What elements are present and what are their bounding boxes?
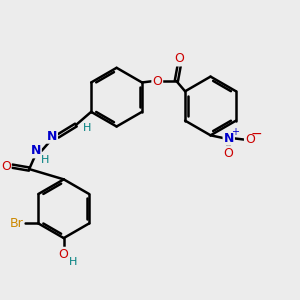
- Text: Br: Br: [9, 217, 23, 230]
- Text: O: O: [223, 147, 233, 160]
- Text: O: O: [152, 74, 162, 88]
- Text: O: O: [1, 160, 11, 172]
- Text: −: −: [250, 127, 262, 141]
- Text: H: H: [69, 257, 77, 267]
- Text: H: H: [83, 123, 91, 133]
- Text: N: N: [31, 144, 41, 158]
- Text: O: O: [174, 52, 184, 65]
- Text: O: O: [245, 133, 255, 146]
- Text: N: N: [224, 132, 234, 145]
- Text: H: H: [41, 155, 49, 165]
- Text: N: N: [46, 130, 57, 143]
- Text: +: +: [231, 127, 239, 137]
- Text: O: O: [58, 248, 68, 261]
